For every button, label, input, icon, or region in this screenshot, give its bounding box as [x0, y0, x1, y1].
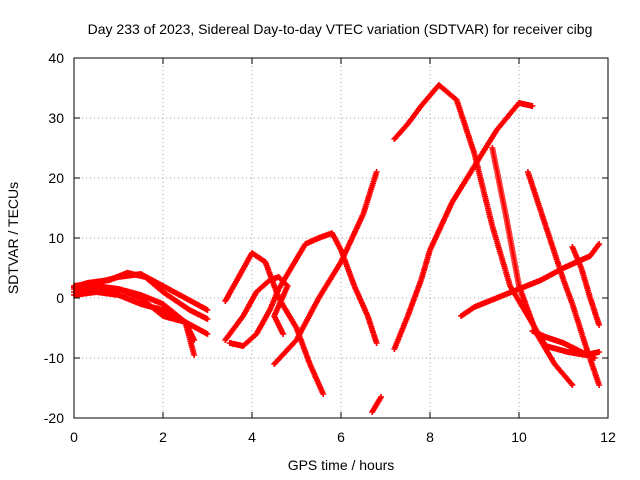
series-markers — [391, 82, 603, 358]
series-markers — [569, 244, 603, 328]
x-tick-label: 0 — [70, 429, 78, 445]
x-tick-label: 6 — [337, 429, 345, 445]
series-markers — [489, 145, 576, 388]
chart-title: Day 233 of 2023, Sidereal Day-to-day VTE… — [88, 21, 593, 37]
y-tick-label: -10 — [44, 350, 64, 366]
x-tick-label: 4 — [248, 429, 256, 445]
x-tick-label: 12 — [600, 429, 616, 445]
y-tick-label: 30 — [48, 110, 64, 126]
y-tick-label: 0 — [56, 290, 64, 306]
series-markers — [271, 169, 380, 367]
series-markers — [222, 250, 327, 397]
series-prn-j — [369, 394, 385, 415]
series-prn-n — [489, 145, 576, 388]
series-markers — [369, 394, 385, 415]
series-prn-i — [271, 169, 380, 367]
y-tick-label: -20 — [44, 410, 64, 426]
series-prn-l — [391, 82, 603, 358]
x-tick-label: 8 — [426, 429, 434, 445]
grid-lines — [74, 58, 608, 418]
series-prn-q — [569, 244, 603, 328]
series-prn-m — [458, 241, 603, 319]
y-tick-label: 10 — [48, 230, 64, 246]
y-tick-label: 40 — [48, 50, 64, 66]
x-axis-label: GPS time / hours — [288, 457, 395, 473]
axis-ticks: 0 2 4 6 8 10 12 -20 -10 0 10 20 30 40 — [44, 50, 616, 445]
y-tick-label: 20 — [48, 170, 64, 186]
x-tick-label: 10 — [511, 429, 527, 445]
y-axis-label: SDTVAR / TECUs — [5, 182, 21, 294]
data-marks — [71, 82, 603, 415]
x-tick-label: 2 — [159, 429, 167, 445]
series-prn-f — [222, 250, 327, 397]
series-prn-h — [222, 274, 291, 343]
series-markers — [458, 241, 603, 319]
series-markers — [222, 274, 291, 343]
series-markers — [524, 169, 603, 388]
series-prn-p — [524, 169, 603, 388]
